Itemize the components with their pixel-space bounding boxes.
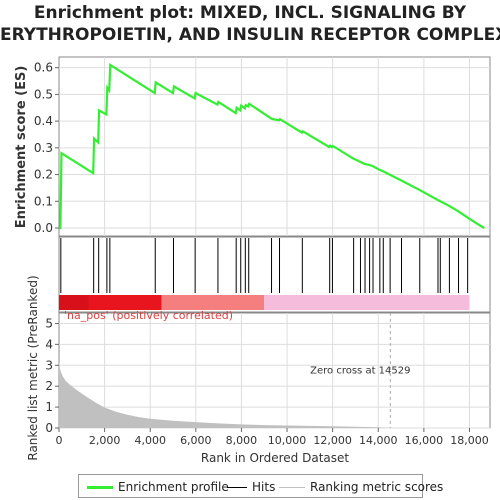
- x-tick-label: 16,000: [405, 434, 444, 447]
- heatmap-cell: [72, 295, 75, 310]
- heatmap-cell: [68, 295, 70, 310]
- heatmap-cell: [76, 295, 78, 310]
- heatmap-cell: [79, 295, 81, 310]
- es-tick-label: 0.1: [34, 194, 53, 208]
- x-tick-label: 14,000: [359, 434, 398, 447]
- heatmap-cell: [65, 295, 68, 310]
- es-tick-label: 0.0: [34, 221, 53, 235]
- es-y-axis-label: Enrichment score (ES): [14, 66, 29, 229]
- es-tick-label: 0.4: [34, 114, 53, 128]
- legend-swatch-hits: [227, 487, 247, 488]
- legend-swatch-enrichment: [87, 486, 113, 489]
- x-tick-label: 2,000: [89, 434, 121, 447]
- x-tick-label: 0: [56, 434, 63, 447]
- zero-cross-label: Zero cross at 14529: [310, 366, 410, 377]
- heatmap-cell: [69, 295, 71, 310]
- x-tick-label: 18,000: [450, 434, 489, 447]
- es-grid: [59, 57, 490, 236]
- metric-tick-label: 0: [45, 421, 53, 435]
- es-tick-label: 0.5: [34, 87, 53, 101]
- chart-title-line1: Enrichment plot: MIXED, INCL. SIGNALING …: [33, 3, 467, 23]
- metric-panel: 'na_pos' (positively correlated) Zero cr…: [26, 275, 491, 465]
- metric-y-axis-label: Ranked list metric (PreRanked): [26, 275, 40, 460]
- legend-label-enrichment: Enrichment profile: [118, 480, 229, 494]
- es-tick-label: 0.6: [34, 61, 53, 75]
- legend-item-hits: Hits: [227, 480, 275, 494]
- es-tick-label: 0.2: [34, 168, 53, 182]
- heatmap-cell: [62, 295, 64, 310]
- heatmap-cell: [71, 295, 73, 310]
- metric-area: [59, 361, 470, 428]
- legend-item-enrichment: Enrichment profile: [87, 480, 229, 494]
- x-tick-label: 10,000: [268, 434, 307, 447]
- es-series-line: [59, 63, 485, 230]
- metric-panel-frame: [58, 312, 491, 429]
- x-tick-label: 6,000: [180, 434, 212, 447]
- heatmap-cell: [74, 295, 77, 310]
- heatmap-cell: [87, 295, 89, 310]
- heatmap-cell: [78, 295, 80, 310]
- hit-markers: [60, 238, 469, 293]
- heatmap-cell: [64, 295, 67, 310]
- metric-x-ticks: 0 2,000 4,000 6,000 8,000 10,000 12,000 14,000 1…: [56, 428, 489, 447]
- heatmap-cell: [59, 295, 61, 310]
- heatmap-cell: [86, 295, 88, 310]
- heatmap-cell: [70, 295, 72, 310]
- metric-y-ticks: 0 1 2 3 4 5: [45, 316, 59, 435]
- heatmap-cell: [77, 295, 79, 310]
- heatmap-cell: [66, 295, 69, 310]
- legend-swatch-ranking: [279, 487, 305, 488]
- metric-tick-label: 1: [45, 400, 53, 414]
- es-panel-frame: [58, 56, 491, 237]
- heatmap-band-high: [88, 295, 162, 310]
- es-tick-label: 0.3: [34, 141, 53, 155]
- es-panel: 0.0 0.1 0.2 0.3 0.4 0.5 0.6 Enrichment score (…: [14, 56, 491, 237]
- heatmap-cell: [85, 295, 87, 310]
- heatmap-cell: [63, 295, 66, 310]
- chart-title: Enrichment plot: MIXED, INCL. SIGNALING …: [0, 2, 500, 46]
- hits-panel: [58, 236, 491, 313]
- legend: Enrichment profile Hits Ranking metric s…: [78, 474, 443, 498]
- metric-tick-label: 5: [45, 316, 53, 330]
- x-tick-label: 12,000: [313, 434, 352, 447]
- metric-tick-label: 2: [45, 379, 53, 393]
- heatmap-band-low: [264, 295, 470, 310]
- heatmap-cell: [60, 295, 62, 310]
- chart-title-line2: ERYTHROPOIETIN, AND INSULIN RECEPTOR COM…: [0, 25, 500, 45]
- legend-label-hits: Hits: [252, 480, 276, 494]
- heatmap-cell: [81, 295, 84, 310]
- legend-item-ranking: Ranking metric scores: [279, 480, 443, 494]
- ranking-heatmap: [59, 295, 470, 310]
- metric-tick-label: 4: [45, 337, 53, 351]
- heatmap-cell: [61, 295, 63, 310]
- x-axis-label: Rank in Ordered Dataset: [201, 451, 349, 465]
- legend-label-ranking: Ranking metric scores: [310, 480, 444, 494]
- heatmap-cell: [80, 295, 83, 310]
- x-tick-label: 8,000: [226, 434, 258, 447]
- es-y-ticks: 0.0 0.1 0.2 0.3 0.4 0.5 0.6: [34, 61, 59, 235]
- heatmap-cell: [73, 295, 76, 310]
- metric-tick-label: 3: [45, 358, 53, 372]
- positive-correlation-label: 'na_pos' (positively correlated): [64, 309, 233, 322]
- heatmap-cell: [84, 295, 86, 310]
- x-tick-label: 4,000: [134, 434, 166, 447]
- heatmap-cell: [82, 295, 85, 310]
- heatmap-band-mid: [161, 295, 265, 310]
